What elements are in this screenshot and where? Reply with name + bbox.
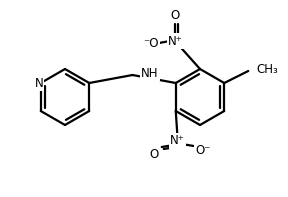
Text: O: O <box>170 8 180 21</box>
Text: NH: NH <box>141 67 159 80</box>
Text: ⁻O: ⁻O <box>143 36 159 49</box>
Text: O⁻: O⁻ <box>195 145 211 157</box>
Text: N⁺: N⁺ <box>170 135 185 148</box>
Text: CH₃: CH₃ <box>256 62 278 75</box>
Text: O: O <box>149 149 158 162</box>
Text: N: N <box>34 76 43 89</box>
Text: N⁺: N⁺ <box>168 34 182 47</box>
